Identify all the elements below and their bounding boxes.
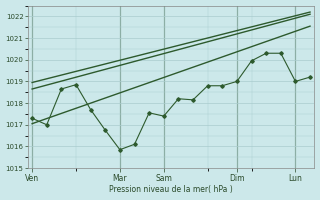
X-axis label: Pression niveau de la mer( hPa ): Pression niveau de la mer( hPa ) <box>109 185 233 194</box>
